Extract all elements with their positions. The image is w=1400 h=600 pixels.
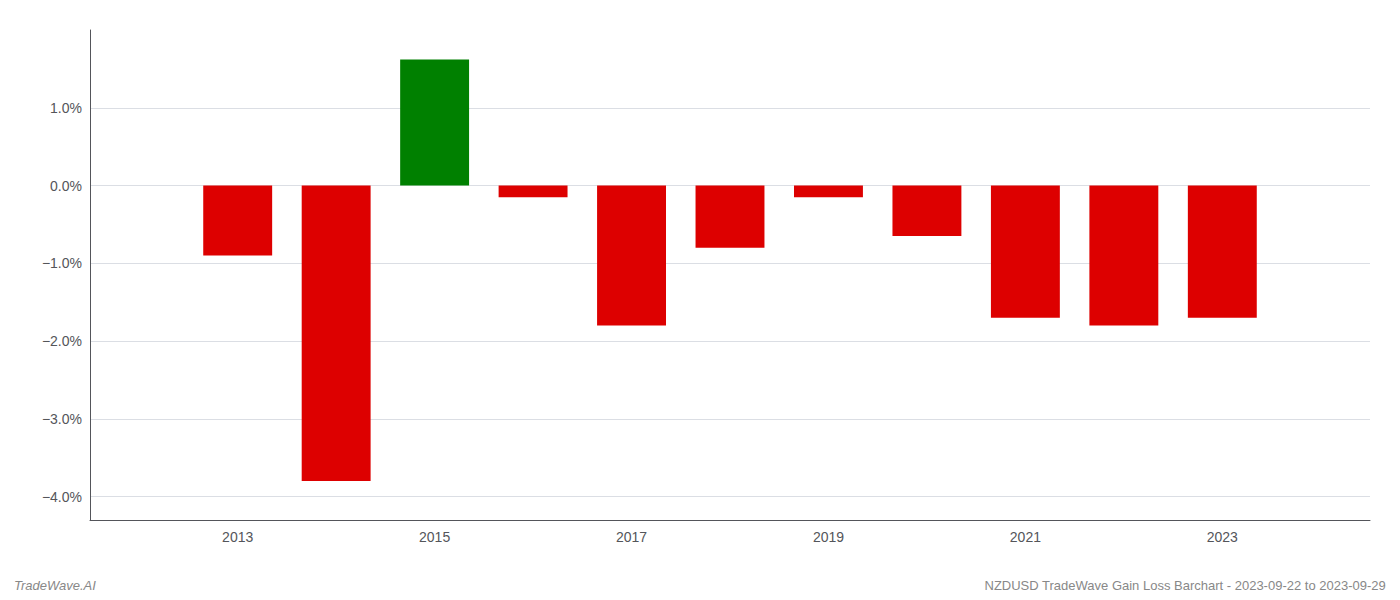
svg-text:−1.0%: −1.0% — [42, 255, 82, 271]
svg-text:−3.0%: −3.0% — [42, 411, 82, 427]
svg-text:2017: 2017 — [616, 529, 647, 545]
svg-text:2021: 2021 — [1010, 529, 1041, 545]
svg-text:1.0%: 1.0% — [50, 100, 82, 116]
svg-text:NZDUSD TradeWave Gain Loss Bar: NZDUSD TradeWave Gain Loss Barchart - 20… — [984, 578, 1385, 593]
svg-text:0.0%: 0.0% — [50, 178, 82, 194]
svg-text:2019: 2019 — [813, 529, 844, 545]
svg-text:2023: 2023 — [1207, 529, 1238, 545]
svg-text:−4.0%: −4.0% — [42, 489, 82, 505]
svg-text:TradeWave.AI: TradeWave.AI — [14, 578, 96, 593]
svg-text:−2.0%: −2.0% — [42, 333, 82, 349]
svg-text:2013: 2013 — [222, 529, 253, 545]
svg-text:2015: 2015 — [419, 529, 450, 545]
